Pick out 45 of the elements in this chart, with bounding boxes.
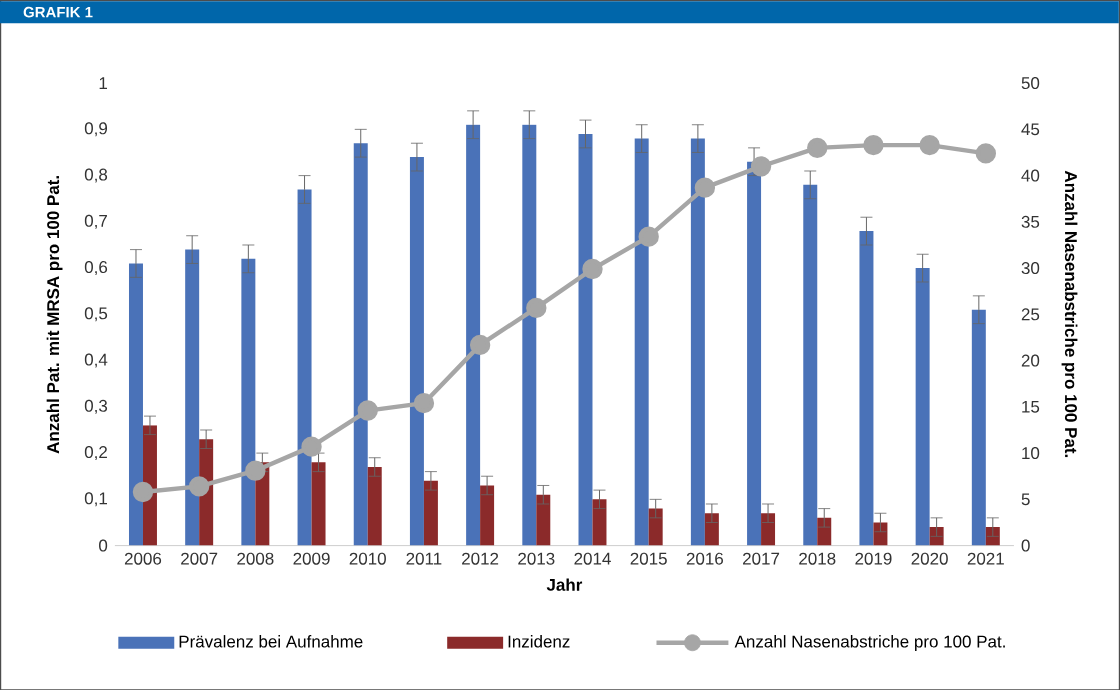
y-tick-label: 0,1 — [84, 492, 107, 507]
y-tick-label: 0,7 — [84, 214, 107, 229]
y2-tick-label: 5 — [1021, 493, 1030, 506]
y2-tick-label: 30 — [1021, 261, 1040, 274]
y2-tick-label: 10 — [1022, 446, 1040, 459]
x-tick-label: 2019 — [855, 552, 892, 565]
x-tick-label: 2011 — [406, 552, 442, 565]
y2-tick-label: 35 — [1021, 215, 1040, 228]
y2-tick-label: 45 — [1021, 123, 1040, 136]
x-axis-title: Jahr — [546, 578, 583, 591]
x-tick-label: 2007 — [181, 552, 218, 565]
y-axis-title: Anzahl Pat. mit MRSA pro 100 Pat. — [46, 175, 63, 454]
legend-label: Inzidenz — [508, 634, 570, 648]
y-tick-label: 0 — [99, 539, 108, 552]
x-tick-label: 2008 — [237, 552, 274, 565]
y-tick-label: 0,4 — [84, 353, 108, 368]
x-tick-label: 2010 — [349, 552, 386, 565]
legend-label: Anzahl Nasenabstriche pro 100 Pat. — [734, 634, 1005, 651]
x-tick-label: 2012 — [462, 552, 499, 565]
x-tick-label: 2016 — [686, 552, 724, 565]
y-tick-label: 1 — [99, 77, 107, 89]
y2-tick-label: 50 — [1021, 76, 1040, 89]
y-tick-label: 0,8 — [84, 168, 108, 183]
y2-axis-title: Anzahl Nasenabstriche pro 100 Pat. — [1061, 170, 1078, 457]
y2-tick-label: 25 — [1021, 308, 1040, 321]
x-tick-label: 2018 — [799, 552, 836, 565]
x-tick-label: 2015 — [630, 552, 667, 565]
y-tick-label: 0,9 — [84, 122, 108, 137]
y2-tick-label: 20 — [1021, 354, 1040, 367]
x-tick-label: 2014 — [574, 552, 611, 565]
x-tick-label: 2009 — [293, 552, 330, 565]
y-tick-label: 0,2 — [84, 445, 107, 460]
y2-tick-label: 40 — [1021, 169, 1040, 182]
y-tick-label: 0,3 — [84, 399, 108, 414]
y2-tick-label: 15 — [1022, 400, 1040, 413]
x-tick-label: 2006 — [124, 552, 162, 565]
legend-label: Prävalenz bei Aufnahme — [179, 634, 363, 648]
x-tick-label: 2021 — [967, 552, 1004, 565]
y2-tick-label: 0 — [1021, 539, 1030, 552]
x-tick-label: 2020 — [911, 552, 948, 565]
x-tick-label: 2013 — [518, 552, 555, 565]
y-tick-label: 0,5 — [84, 307, 108, 322]
chart-title: GRAFIK 1 — [23, 6, 93, 18]
x-tick-label: 2017 — [743, 552, 780, 565]
y-tick-label: 0,6 — [84, 260, 108, 275]
